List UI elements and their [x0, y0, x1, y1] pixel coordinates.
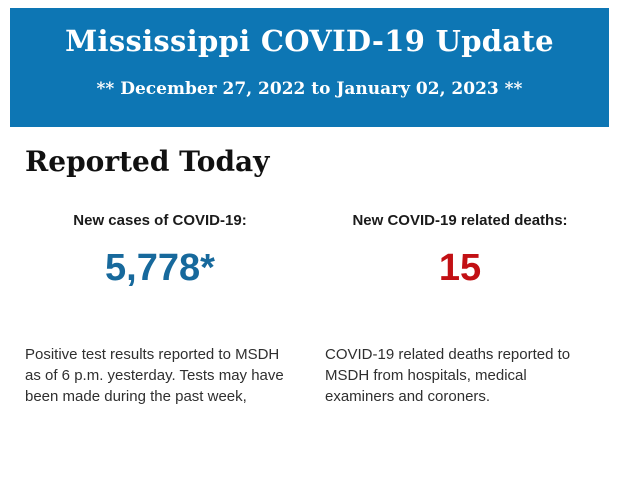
new-deaths-label: New COVID-19 related deaths: [352, 212, 568, 229]
header-banner: Mississippi COVID-19 Update ** December … [10, 8, 609, 127]
new-deaths-value: 15 [438, 247, 482, 289]
new-cases-label: New cases of COVID-19: [73, 212, 247, 229]
stats-grid: New cases of COVID-19: 5,778* Positive t… [25, 212, 595, 407]
date-range: ** December 27, 2022 to January 02, 2023… [96, 79, 523, 99]
new-cases-description: Positive test results reported to MSDH a… [25, 346, 284, 405]
report-content: Reported Today New cases of COVID-19: 5,… [25, 127, 595, 407]
page-title: Mississippi COVID-19 Update [65, 24, 554, 58]
stat-new-cases: New cases of COVID-19: 5,778* Positive t… [25, 212, 295, 407]
new-cases-value: 5,778* [105, 247, 215, 289]
stat-new-deaths: New COVID-19 related deaths: 15 COVID-19… [325, 212, 595, 407]
new-deaths-description: COVID-19 related deaths reported to MSDH… [325, 346, 571, 405]
section-heading: Reported Today [25, 145, 270, 178]
